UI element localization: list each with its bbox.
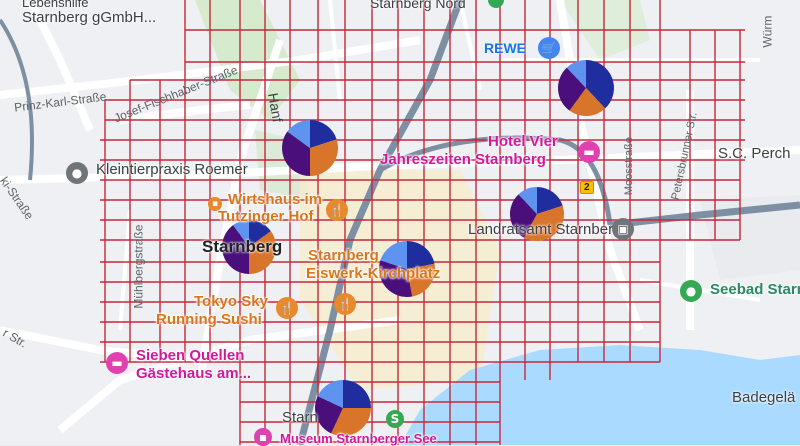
hotel-bed-icon[interactable]: ▬ — [106, 352, 128, 374]
starnberg-station-label: Starn — [282, 409, 318, 426]
train-station-icon[interactable]: S — [386, 410, 404, 428]
fork-knife-icon[interactable]: 🍴 — [326, 199, 348, 221]
street-moos: Moosstraße — [622, 137, 635, 196]
seebad-label[interactable]: Seebad Starnberg — [710, 281, 800, 298]
landratsamt-label[interactable]: Landratsamt Starnberg — [468, 221, 622, 238]
railway-line — [0, 18, 34, 181]
eiswerk-label-1[interactable]: Starnberg — [308, 247, 379, 264]
starnberg-nord-label: Starnberg Nord — [370, 0, 466, 11]
hotel-vier-label-2[interactable]: Jahreszeiten Starnberg — [380, 151, 546, 168]
sieben-quellen-label-2[interactable]: Gästehaus am... — [136, 365, 252, 382]
pin-icon[interactable]: ● — [680, 280, 702, 302]
starnberg-label: Starnberg — [202, 237, 283, 256]
kleintierpraxis-label[interactable]: Kleintierpraxis Roemer — [96, 161, 248, 178]
train-station-icon[interactable] — [488, 0, 504, 8]
sc-perch-label: S.C. Perch — [718, 145, 791, 162]
pin-icon[interactable]: ● — [66, 162, 88, 184]
eiswerk-label-2[interactable]: Eiswerk-Kirchplatz — [306, 265, 441, 282]
government-icon[interactable]: ▣ — [612, 218, 634, 240]
railway-line — [609, 201, 800, 229]
museum-icon[interactable]: ▪ — [254, 428, 272, 446]
wirtshaus-label-1[interactable]: Wirtshaus im — [228, 191, 323, 208]
street-wuerm: Würm — [760, 15, 775, 48]
street-muehlberg: Mühlbergstraße — [131, 224, 146, 309]
hotel-vier-label-1[interactable]: Hotel Vier — [488, 133, 558, 150]
fork-knife-icon[interactable]: 🍴 — [276, 297, 298, 319]
fork-knife-icon[interactable]: ▪ — [208, 197, 222, 211]
sieben-quellen-label-1[interactable]: Sieben Quellen — [136, 347, 245, 364]
road-number-badge: 2 — [580, 181, 594, 194]
tokyo-label-1[interactable]: Tokyo Sky — [194, 293, 268, 310]
lebenshilfe-label-1: Lebenshilfe — [22, 0, 89, 10]
badegelaende-label: Badegelä — [732, 389, 796, 406]
wirtshaus-label-2[interactable]: Tutzinger Hof — [218, 208, 314, 225]
lebenshilfe-label-2: Starnberg gGmbH... — [22, 9, 157, 26]
grid-overlay — [100, 0, 745, 445]
tokyo-label-2[interactable]: Running Sushi — [156, 311, 262, 328]
museum-label[interactable]: Museum Starnberger See — [280, 431, 437, 446]
cart-icon[interactable]: 🛒 — [538, 37, 560, 59]
railway-line — [296, 0, 464, 445]
fork-knife-icon[interactable]: 🍴 — [334, 293, 356, 315]
hotel-bed-icon[interactable]: ▬ — [578, 141, 600, 163]
rewe-label[interactable]: REWE — [484, 40, 526, 56]
